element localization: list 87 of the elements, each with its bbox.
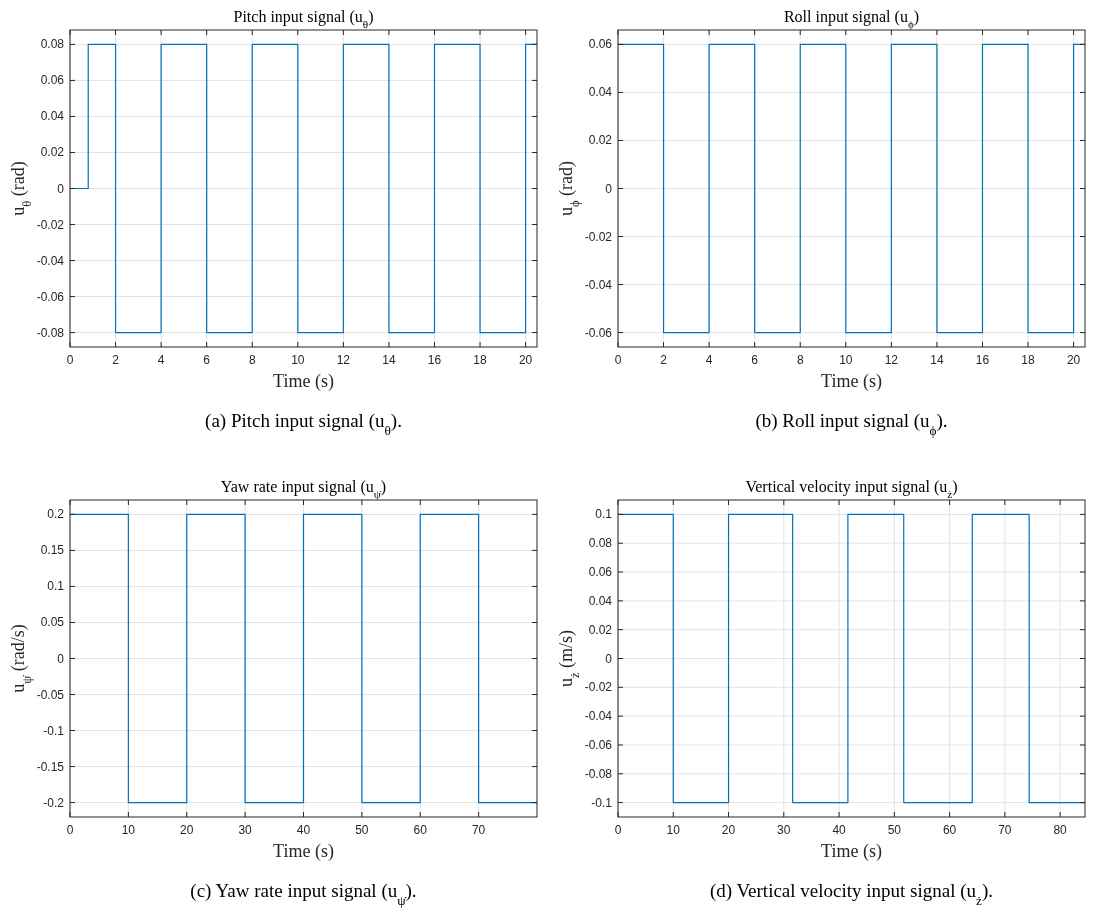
y-tick-label: -0.2 [43, 795, 65, 810]
x-tick-label: 0 [66, 823, 74, 837]
x-tick-label: 10 [291, 353, 305, 367]
x-tick-label: 70 [471, 823, 486, 837]
x-tick-label: 20 [721, 823, 736, 837]
x-tick-label: 40 [832, 823, 847, 837]
y-tick-label: -0.15 [36, 759, 65, 774]
x-axis-title: Time (s) [273, 371, 334, 392]
y-tick-label: 0.06 [40, 73, 65, 88]
text: (c) Yaw rate input signal (u$_{ψ̇}$). [190, 880, 417, 908]
x-tick-label: 60 [413, 823, 428, 837]
y-tick-label: -0.1 [43, 723, 65, 738]
x-axis-title: Time (s) [821, 371, 882, 392]
y-tick-label: 0.08 [40, 37, 65, 52]
text: (b) Roll input signal (u$_{ϕ}$). [755, 410, 948, 438]
text: (d) Vertical velocity input signal (u$_{ż}$). [709, 880, 994, 908]
y-tick-label: 0.02 [40, 145, 65, 160]
y-tick-label: -0.08 [36, 325, 65, 340]
y-tick-label: 0.06 [588, 37, 613, 52]
x-tick-label: 0 [614, 823, 622, 837]
x-tick-label: 14 [930, 353, 944, 367]
chart-title: Roll input signal (u$_{ϕ}$) [783, 8, 920, 30]
y-tick-label: 0 [57, 651, 65, 666]
y-tick-label: -0.06 [584, 737, 613, 752]
x-tick-label: 4 [157, 353, 165, 367]
y-tick-label: 0.06 [588, 565, 613, 580]
x-tick-label: 20 [518, 353, 533, 367]
x-tick-label: 10 [121, 823, 136, 837]
x-tick-label: 80 [1053, 823, 1068, 837]
x-tick-label: 70 [998, 823, 1012, 837]
y-tick-label: -0.04 [584, 709, 613, 724]
y-tick-label: -0.04 [584, 277, 613, 292]
y-tick-label: 0 [605, 181, 613, 196]
x-tick-label: 12 [336, 353, 351, 367]
x-tick-label: 6 [203, 353, 211, 367]
x-tick-label: 18 [1021, 353, 1036, 367]
chart-title: Vertical velocity input signal (u$_{ż}$) [745, 478, 958, 500]
y-tick-label: 0.04 [588, 593, 613, 608]
y-tick-label: -0.08 [584, 766, 613, 781]
y-tick-label: 0 [57, 181, 65, 196]
y-tick-label: -0.05 [36, 687, 65, 702]
text: (a) Pitch input signal (u$_{θ}$). [205, 410, 402, 438]
y-tick-label: 0.02 [588, 622, 613, 637]
y-tick-label: -0.1 [591, 795, 613, 810]
y-tick-label: 0.05 [40, 615, 65, 630]
y-tick-label: 0.1 [47, 579, 65, 594]
y-tick-label: 0.1 [595, 507, 613, 522]
x-tick-label: 40 [296, 823, 311, 837]
y-tick-label: -0.02 [584, 229, 613, 244]
y-tick-label: 0.02 [588, 133, 613, 148]
x-tick-label: 30 [238, 823, 253, 837]
y-tick-label: 0.04 [40, 109, 65, 124]
x-tick-label: 6 [751, 353, 759, 367]
y-tick-label: 0.04 [588, 85, 613, 100]
x-tick-label: 18 [473, 353, 488, 367]
chart-title: Pitch input signal (u$_{θ}$) [233, 8, 374, 30]
x-tick-label: 16 [975, 353, 990, 367]
x-axis-title: Time (s) [821, 841, 882, 862]
x-tick-label: 12 [884, 353, 899, 367]
x-tick-label: 20 [180, 823, 194, 837]
x-tick-label: 0 [66, 353, 74, 367]
x-tick-label: 20 [1066, 353, 1081, 367]
x-tick-label: 8 [248, 353, 256, 367]
y-tick-label: -0.04 [36, 253, 65, 268]
y-tick-label: -0.06 [584, 325, 613, 340]
chart-title: Yaw rate input signal (u$_{ψ̇}$) [220, 478, 387, 500]
x-tick-label: 0 [614, 353, 622, 367]
x-tick-label: 4 [705, 353, 713, 367]
x-tick-label: 30 [777, 823, 791, 837]
x-tick-label: 8 [796, 353, 804, 367]
x-tick-label: 50 [887, 823, 902, 837]
y-tick-label: 0.2 [47, 507, 65, 522]
y-tick-label: -0.02 [36, 217, 65, 232]
x-tick-label: 10 [666, 823, 681, 837]
x-tick-label: 2 [112, 353, 120, 367]
x-tick-label: 60 [942, 823, 957, 837]
x-tick-label: 16 [427, 353, 442, 367]
y-tick-label: 0 [605, 651, 613, 666]
x-axis-title: Time (s) [273, 841, 334, 862]
x-tick-label: 14 [382, 353, 396, 367]
x-tick-label: 10 [839, 353, 853, 367]
y-tick-label: 0.15 [40, 543, 65, 558]
y-tick-label: -0.06 [36, 289, 65, 304]
x-tick-label: 50 [355, 823, 369, 837]
y-tick-label: -0.02 [584, 680, 613, 695]
x-tick-label: 2 [660, 353, 668, 367]
y-tick-label: 0.08 [588, 536, 613, 551]
